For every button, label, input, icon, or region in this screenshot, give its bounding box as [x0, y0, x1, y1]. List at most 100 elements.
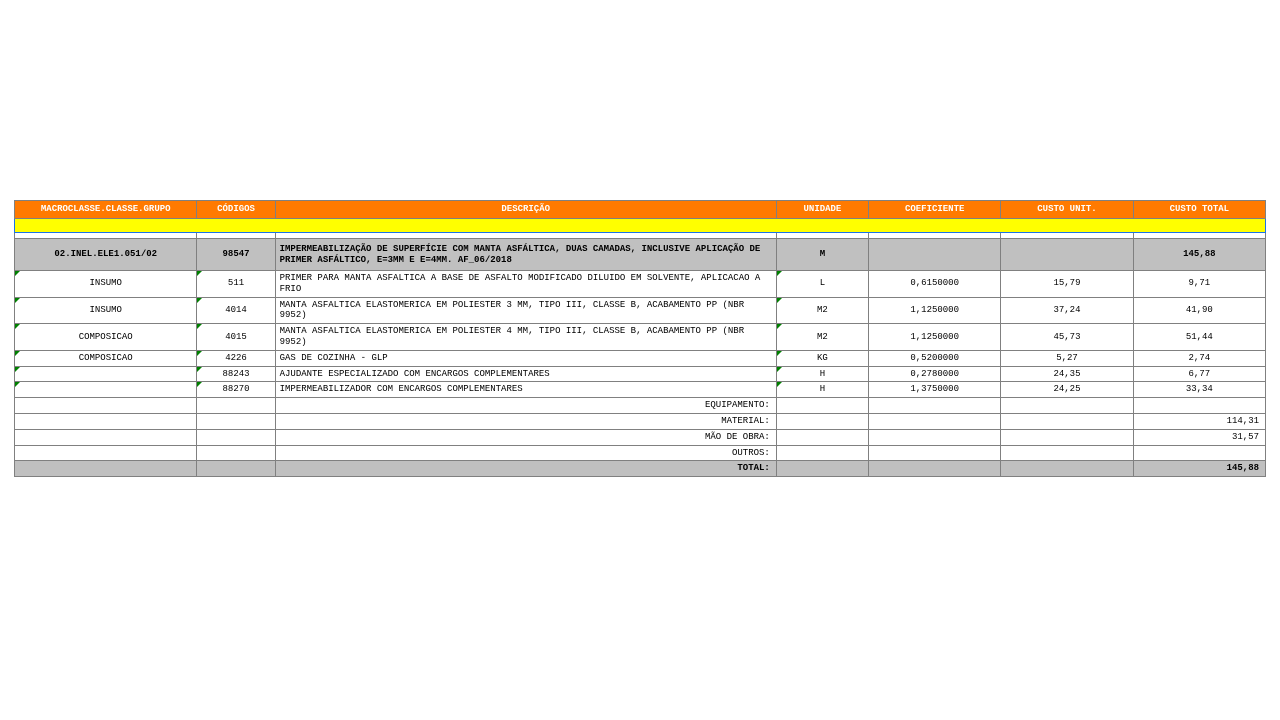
cell-marker-icon: [15, 298, 20, 303]
cell-marker-icon: [15, 324, 20, 329]
cell-coef: 1,1250000: [869, 324, 1001, 351]
summary-empty: [197, 429, 275, 445]
cell-total: 51,44: [1133, 324, 1265, 351]
cell-unid: M2: [776, 297, 868, 324]
cell-coef: 0,2780000: [869, 366, 1001, 382]
cell-desc: IMPERMEABILIZADOR COM ENCARGOS COMPLEMEN…: [275, 382, 776, 398]
header-macro: MACROCLASSE.CLASSE.GRUPO: [15, 201, 197, 219]
summary-empty: [776, 429, 868, 445]
cell-unit: 37,24: [1001, 297, 1133, 324]
summary-empty: [776, 398, 868, 414]
cell-cod: 88270: [197, 382, 275, 398]
table-row: 88243AJUDANTE ESPECIALIZADO COM ENCARGOS…: [15, 366, 1266, 382]
summary-value: [1133, 445, 1265, 461]
cost-sheet: MACROCLASSE.CLASSE.GRUPO CÓDIGOS DESCRIÇ…: [14, 200, 1266, 477]
cell-desc: MANTA ASFALTICA ELASTOMERICA EM POLIESTE…: [275, 297, 776, 324]
total-label: TOTAL:: [275, 461, 776, 477]
summary-empty: [1001, 429, 1133, 445]
table-row: INSUMO4014MANTA ASFALTICA ELASTOMERICA E…: [15, 297, 1266, 324]
cell-marker-icon: [777, 271, 782, 276]
cell-macro: INSUMO: [15, 297, 197, 324]
cell-marker-icon: [197, 367, 202, 372]
cell-cod: 4226: [197, 350, 275, 366]
summary-empty: [197, 445, 275, 461]
cell-marker-icon: [197, 298, 202, 303]
summary-row: MÃO DE OBRA:31,57: [15, 429, 1266, 445]
summary-value: 114,31: [1133, 413, 1265, 429]
cell-unit: 24,25: [1001, 382, 1133, 398]
cell-desc: GAS DE COZINHA - GLP: [275, 350, 776, 366]
cell-marker-icon: [197, 271, 202, 276]
summary-empty: [869, 413, 1001, 429]
table-row: COMPOSICAO4226GAS DE COZINHA - GLPKG0,52…: [15, 350, 1266, 366]
summary-empty: [869, 398, 1001, 414]
cell-macro: [15, 382, 197, 398]
cell-unid: KG: [776, 350, 868, 366]
table-row: INSUMO511PRIMER PARA MANTA ASFALTICA A B…: [15, 271, 1266, 298]
cell-cod: 4014: [197, 297, 275, 324]
cell-unit: 5,27: [1001, 350, 1133, 366]
group-total: 145,88: [1133, 239, 1265, 271]
cell-marker-icon: [777, 351, 782, 356]
group-unit: [1001, 239, 1133, 271]
cell-unid: H: [776, 366, 868, 382]
cell-cod: 88243: [197, 366, 275, 382]
cell-marker-icon: [197, 382, 202, 387]
cell-total: 33,34: [1133, 382, 1265, 398]
summary-empty: [869, 429, 1001, 445]
cell-total: 6,77: [1133, 366, 1265, 382]
cell-unit: 45,73: [1001, 324, 1133, 351]
group-row: 02.INEL.ELE1.051/02 98547 IMPERMEABILIZA…: [15, 239, 1266, 271]
cell-unid: M2: [776, 324, 868, 351]
summary-label: OUTROS:: [275, 445, 776, 461]
summary-row: MATERIAL: 114,31: [15, 413, 1266, 429]
group-cod: 98547: [197, 239, 275, 271]
header-unid: UNIDADE: [776, 201, 868, 219]
cell-marker-icon: [15, 271, 20, 276]
cell-macro: COMPOSICAO: [15, 324, 197, 351]
summary-empty: [197, 398, 275, 414]
cell-marker-icon: [777, 324, 782, 329]
cell-cod: 511: [197, 271, 275, 298]
cell-marker-icon: [777, 298, 782, 303]
cell-total: 2,74: [1133, 350, 1265, 366]
header-row: MACROCLASSE.CLASSE.GRUPO CÓDIGOS DESCRIÇ…: [15, 201, 1266, 219]
group-coef: [869, 239, 1001, 271]
yellow-separator: [15, 219, 1266, 233]
cell-macro: [15, 366, 197, 382]
summary-empty: [15, 429, 197, 445]
cell-coef: 0,6150000: [869, 271, 1001, 298]
cell-unit: 24,35: [1001, 366, 1133, 382]
summary-empty: [776, 413, 868, 429]
cell-cod: 4015: [197, 324, 275, 351]
cell-coef: 1,1250000: [869, 297, 1001, 324]
summary-empty: [15, 398, 197, 414]
cell-coef: 0,5200000: [869, 350, 1001, 366]
summary-label: MATERIAL:: [275, 413, 776, 429]
cell-coef: 1,3750000: [869, 382, 1001, 398]
cell-total: 9,71: [1133, 271, 1265, 298]
header-total: CUSTO TOTAL: [1133, 201, 1265, 219]
total-value: 145,88: [1133, 461, 1265, 477]
cell-desc: PRIMER PARA MANTA ASFALTICA A BASE DE AS…: [275, 271, 776, 298]
summary-empty: [1001, 413, 1133, 429]
summary-empty: [869, 445, 1001, 461]
cell-marker-icon: [777, 382, 782, 387]
cell-marker-icon: [777, 367, 782, 372]
summary-empty: [1001, 398, 1133, 414]
cell-marker-icon: [15, 367, 20, 372]
cell-marker-icon: [15, 351, 20, 356]
cell-desc: AJUDANTE ESPECIALIZADO COM ENCARGOS COMP…: [275, 366, 776, 382]
header-cod: CÓDIGOS: [197, 201, 275, 219]
group-desc: IMPERMEABILIZAÇÃO DE SUPERFÍCIE COM MANT…: [275, 239, 776, 271]
total-row: TOTAL: 145,88: [15, 461, 1266, 477]
cell-desc: MANTA ASFALTICA ELASTOMERICA EM POLIESTE…: [275, 324, 776, 351]
cell-macro: INSUMO: [15, 271, 197, 298]
group-unid: M: [776, 239, 868, 271]
summary-empty: [1001, 445, 1133, 461]
cell-unid: L: [776, 271, 868, 298]
group-macro: 02.INEL.ELE1.051/02: [15, 239, 197, 271]
header-coef: COEFICIENTE: [869, 201, 1001, 219]
cell-macro: COMPOSICAO: [15, 350, 197, 366]
summary-value: [1133, 398, 1265, 414]
